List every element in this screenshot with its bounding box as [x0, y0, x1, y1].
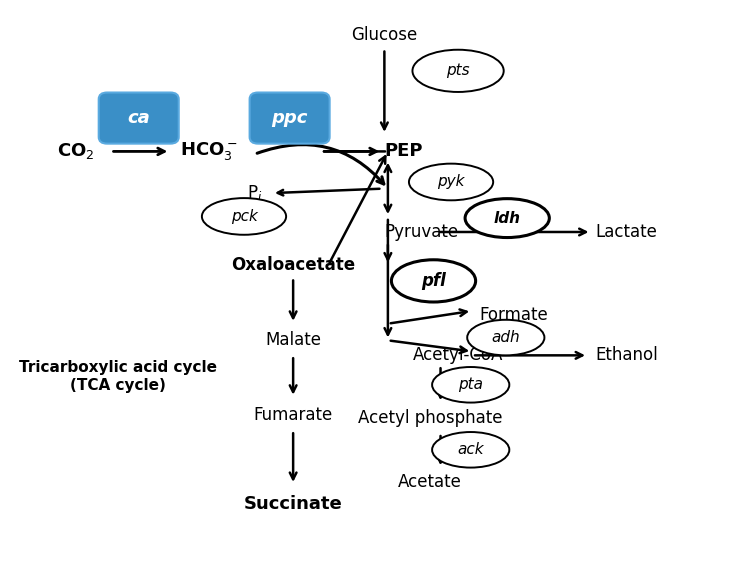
Text: Malate: Malate: [265, 331, 321, 349]
Ellipse shape: [432, 367, 509, 403]
Text: Ethanol: Ethanol: [595, 346, 658, 364]
Text: pyk: pyk: [438, 174, 465, 190]
Text: Oxaloacetate: Oxaloacetate: [231, 256, 355, 274]
Text: Lactate: Lactate: [596, 223, 658, 241]
FancyBboxPatch shape: [250, 92, 330, 144]
Text: pta: pta: [458, 377, 483, 393]
Text: Acetyl-CoA: Acetyl-CoA: [412, 346, 503, 364]
Ellipse shape: [409, 164, 493, 200]
Ellipse shape: [202, 198, 286, 235]
Text: ca: ca: [127, 109, 150, 127]
Text: PEP: PEP: [384, 143, 423, 160]
Text: Tricarboxylic acid cycle
(TCA cycle): Tricarboxylic acid cycle (TCA cycle): [19, 360, 217, 393]
Text: pfl: pfl: [421, 272, 446, 290]
Text: Succinate: Succinate: [244, 495, 343, 513]
Ellipse shape: [465, 199, 549, 237]
Text: ldh: ldh: [493, 210, 521, 226]
Text: adh: adh: [492, 330, 520, 345]
Text: Formate: Formate: [479, 306, 548, 324]
Text: pts: pts: [447, 63, 470, 78]
Text: Acetyl phosphate: Acetyl phosphate: [357, 409, 502, 427]
Ellipse shape: [392, 260, 476, 302]
Text: Pyruvate: Pyruvate: [384, 223, 458, 241]
FancyBboxPatch shape: [99, 92, 179, 144]
Text: P$_i$: P$_i$: [247, 183, 262, 203]
Ellipse shape: [467, 320, 545, 355]
Text: Glucose: Glucose: [351, 26, 418, 44]
Text: pck: pck: [230, 209, 257, 224]
Text: ack: ack: [458, 442, 484, 457]
Text: Fumarate: Fumarate: [253, 406, 333, 424]
Text: CO$_2$: CO$_2$: [56, 142, 94, 161]
Text: HCO$_3^-$: HCO$_3^-$: [181, 140, 238, 162]
Ellipse shape: [432, 432, 509, 468]
Ellipse shape: [412, 50, 504, 92]
Text: ppc: ppc: [271, 109, 308, 127]
Text: Acetate: Acetate: [398, 473, 462, 491]
